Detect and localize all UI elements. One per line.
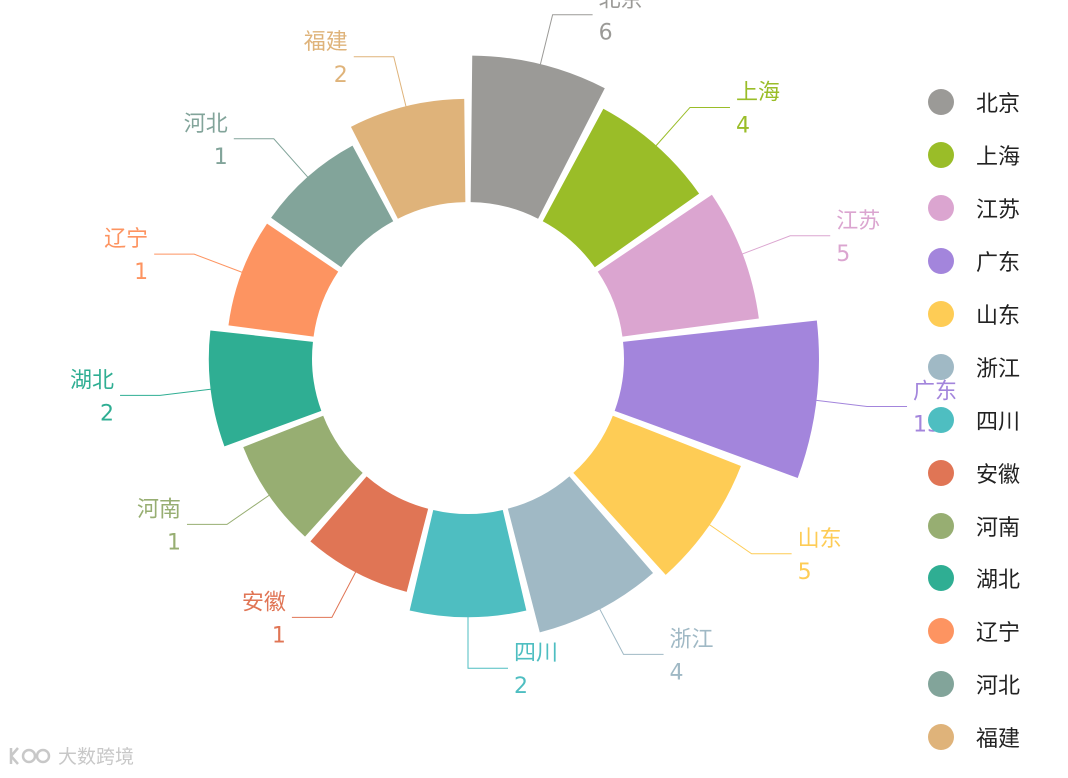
legend-item-湖北[interactable]: 湖北	[928, 552, 1058, 605]
legend-swatch	[928, 89, 954, 116]
legend-item-辽宁[interactable]: 辽宁	[928, 605, 1058, 658]
legend-label: 湖北	[976, 568, 1021, 594]
slice-浙江[interactable]	[507, 476, 654, 633]
legend-label: 安徽	[976, 462, 1021, 488]
leader-line-河南	[186, 492, 273, 525]
legend-swatch	[928, 301, 954, 327]
slice-label-value: 1	[272, 623, 286, 648]
slice-label-name: 上海	[736, 80, 780, 105]
legend-swatch	[928, 565, 954, 592]
watermark: 大数跨境	[8, 742, 134, 769]
legend-label: 河南	[976, 515, 1021, 541]
legend-swatch	[928, 671, 954, 698]
slice-label-name: 河北	[184, 112, 228, 137]
slice-label-name: 福建	[304, 30, 348, 55]
legend-item-上海[interactable]: 上海	[928, 129, 1058, 182]
slice-江苏[interactable]	[597, 194, 759, 337]
leader-line-广东	[812, 399, 908, 407]
slice-安徽[interactable]	[310, 476, 429, 592]
slice-label-value: 1	[134, 260, 148, 285]
slice-河北[interactable]	[271, 145, 394, 268]
legend-item-福建[interactable]: 福建	[928, 711, 1058, 764]
slice-label-value: 4	[736, 113, 750, 138]
slice-label-value: 2	[100, 401, 114, 426]
legend-label: 上海	[976, 145, 1021, 171]
legend-swatch	[928, 512, 954, 539]
slice-label-value: 2	[334, 63, 348, 88]
slice-辽宁[interactable]	[228, 223, 339, 337]
leader-line-四川	[467, 613, 508, 669]
legend-swatch	[928, 459, 954, 486]
leader-line-福建	[353, 56, 408, 111]
slice-label-name: 江苏	[836, 209, 880, 234]
chart-legend: 北京上海江苏广东山东浙江四川安徽河南湖北辽宁河北福建	[928, 76, 1058, 764]
slice-河南[interactable]	[243, 415, 363, 537]
legend-label: 辽宁	[976, 621, 1021, 647]
legend-item-北京[interactable]: 北京	[928, 76, 1058, 129]
legend-item-河北[interactable]: 河北	[928, 658, 1058, 711]
watermark-text: 大数跨境	[58, 746, 135, 768]
legend-swatch	[928, 406, 954, 433]
watermark-logo-icon	[9, 746, 51, 765]
legend-swatch	[928, 142, 954, 169]
legend-label: 江苏	[976, 198, 1021, 224]
slice-label-name: 浙江	[670, 627, 714, 652]
legend-item-安徽[interactable]: 安徽	[928, 446, 1058, 499]
leader-line-浙江	[597, 605, 664, 655]
leader-line-河北	[233, 138, 311, 181]
slice-label-name: 辽宁	[104, 227, 148, 252]
slice-label-name: 山东	[798, 527, 842, 552]
legend-label: 浙江	[976, 356, 1021, 382]
legend-label: 四川	[976, 409, 1021, 435]
leader-line-湖北	[120, 388, 215, 396]
slice-山东[interactable]	[573, 415, 741, 575]
legend-item-广东[interactable]: 广东	[928, 235, 1058, 288]
legend-item-浙江[interactable]: 浙江	[928, 340, 1058, 393]
legend-swatch	[928, 618, 954, 645]
slice-label-value: 5	[798, 560, 812, 585]
leader-line-山东	[706, 522, 792, 555]
legend-label: 山东	[976, 304, 1021, 329]
legend-label: 福建	[976, 727, 1021, 753]
slice-湖北[interactable]	[208, 330, 322, 447]
legend-label: 河北	[976, 674, 1021, 700]
slice-label-name: 安徽	[242, 590, 286, 615]
legend-item-江苏[interactable]: 江苏	[928, 182, 1058, 235]
slice-label-name: 北京	[599, 0, 643, 13]
legend-swatch	[928, 724, 954, 751]
slice-label-name: 四川	[514, 641, 558, 666]
chart-slices	[208, 55, 819, 633]
slice-label-value: 1	[214, 145, 228, 170]
slice-label-value: 1	[167, 530, 181, 555]
slice-上海[interactable]	[542, 108, 700, 268]
legend-swatch	[928, 248, 954, 275]
leader-line-北京	[538, 14, 593, 69]
slice-label-value: 5	[836, 242, 850, 267]
slice-label-value: 2	[514, 674, 528, 699]
slice-label-name: 广东	[913, 379, 957, 404]
legend-label: 广东	[976, 251, 1021, 277]
slice-四川[interactable]	[409, 509, 527, 618]
slice-label-name: 河南	[137, 497, 181, 522]
slice-label-value: 6	[599, 21, 613, 46]
slice-label-value: 4	[670, 660, 684, 685]
slice-北京[interactable]	[470, 55, 605, 219]
leader-line-安徽	[291, 568, 358, 618]
leader-line-辽宁	[154, 253, 246, 275]
legend-item-四川[interactable]: 四川	[928, 393, 1058, 446]
leader-line-江苏	[738, 235, 831, 256]
slice-label-name: 湖北	[70, 368, 114, 393]
legend-label: 北京	[976, 92, 1021, 118]
leader-line-上海	[653, 106, 730, 149]
legend-item-河南[interactable]: 河南	[928, 499, 1058, 552]
legend-swatch	[928, 353, 954, 380]
slice-广东[interactable]	[614, 320, 819, 478]
slice-福建[interactable]	[350, 98, 466, 219]
legend-item-山东[interactable]: 山东	[928, 288, 1058, 341]
chart-leader-lines	[120, 14, 908, 669]
legend-swatch	[928, 195, 954, 222]
